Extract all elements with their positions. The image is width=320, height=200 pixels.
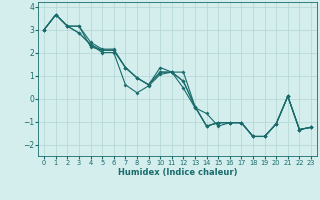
X-axis label: Humidex (Indice chaleur): Humidex (Indice chaleur) [118,168,237,177]
